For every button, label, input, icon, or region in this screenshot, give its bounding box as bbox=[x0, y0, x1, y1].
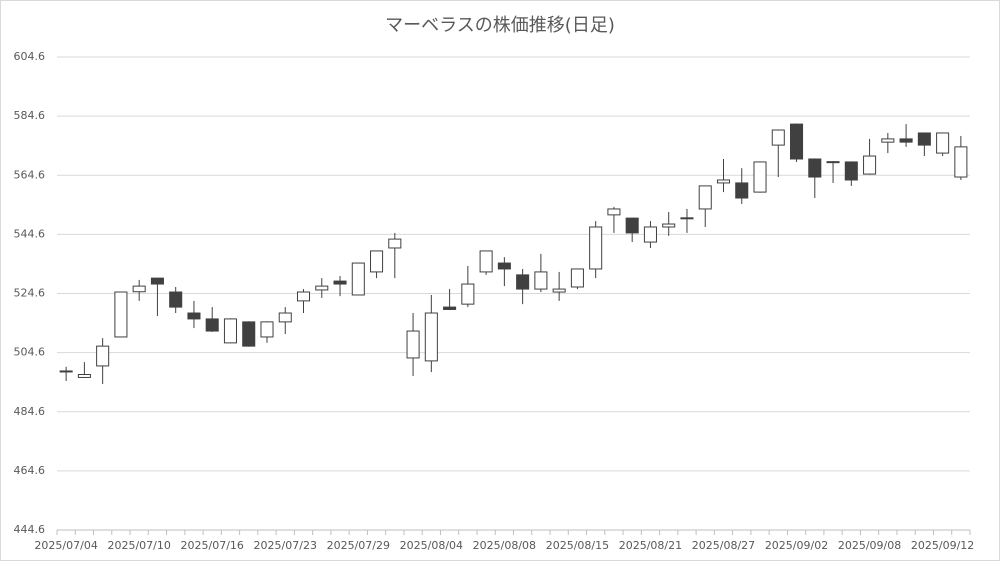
x-tick-label: 2025/08/15 bbox=[546, 539, 609, 552]
candle-body bbox=[461, 283, 475, 305]
candle-body bbox=[844, 161, 858, 181]
candle-body bbox=[150, 277, 164, 285]
candle-body bbox=[589, 226, 603, 270]
x-tick-label: 2025/08/04 bbox=[400, 539, 463, 552]
x-tick-label: 2025/07/23 bbox=[254, 539, 317, 552]
candle-body bbox=[77, 374, 91, 378]
x-tick-label: 2025/07/16 bbox=[181, 539, 244, 552]
y-tick-label: 604.6 bbox=[14, 50, 46, 63]
y-tick-label: 464.6 bbox=[14, 464, 46, 477]
x-tick-label: 2025/09/08 bbox=[838, 539, 901, 552]
candle-body bbox=[954, 146, 968, 178]
candle-body bbox=[607, 208, 621, 216]
candle-body bbox=[187, 312, 201, 320]
candle-body bbox=[424, 312, 438, 362]
candle-body bbox=[370, 250, 384, 273]
candle-body bbox=[625, 217, 639, 234]
x-tick-label: 2025/07/10 bbox=[107, 539, 170, 552]
candle-body bbox=[643, 226, 657, 243]
y-tick-label: 544.6 bbox=[14, 227, 46, 240]
y-tick-label: 444.6 bbox=[14, 523, 46, 536]
chart-title: マーベラスの株価推移(日足) bbox=[385, 15, 615, 36]
candle-body bbox=[351, 262, 365, 296]
x-tick-label: 2025/09/12 bbox=[911, 539, 974, 552]
candle-body bbox=[388, 238, 402, 249]
candle-body bbox=[132, 285, 146, 293]
candle-body bbox=[735, 182, 749, 199]
candle-body bbox=[315, 285, 329, 291]
candle-body bbox=[936, 132, 950, 154]
candle-body bbox=[443, 306, 457, 310]
candle-body bbox=[296, 291, 311, 302]
candle-body bbox=[899, 138, 913, 143]
candle-body bbox=[716, 179, 731, 184]
x-tick-label: 2025/09/02 bbox=[765, 539, 828, 552]
candle-body bbox=[59, 370, 73, 373]
candle-body bbox=[790, 123, 804, 160]
y-tick-label: 524.6 bbox=[14, 287, 46, 300]
y-tick-label: 484.6 bbox=[14, 405, 46, 418]
candle-body bbox=[698, 185, 712, 210]
candle-body bbox=[406, 330, 420, 359]
candle-body bbox=[223, 318, 237, 344]
candle-body bbox=[552, 288, 566, 293]
candle-body bbox=[497, 262, 511, 270]
candle-body bbox=[534, 271, 548, 290]
x-tick-label: 2025/07/29 bbox=[327, 539, 390, 552]
candle-body bbox=[881, 138, 895, 143]
candle-body bbox=[863, 155, 877, 175]
candle-body bbox=[771, 129, 785, 146]
candle-body bbox=[242, 321, 256, 347]
candle-body bbox=[516, 274, 530, 290]
y-tick-label: 584.6 bbox=[14, 109, 46, 122]
candle-body bbox=[479, 250, 493, 273]
candle-body bbox=[662, 223, 676, 228]
candle-body bbox=[680, 217, 694, 220]
candle-body bbox=[753, 161, 767, 193]
candle-body bbox=[278, 312, 292, 323]
candle-body bbox=[570, 268, 584, 288]
x-tick-label: 2025/08/21 bbox=[619, 539, 682, 552]
candle-body bbox=[205, 318, 219, 332]
candle-body bbox=[169, 291, 183, 308]
y-tick-label: 504.6 bbox=[14, 346, 46, 359]
x-tick-label: 2025/08/08 bbox=[473, 539, 536, 552]
candle-body bbox=[808, 158, 822, 178]
candle-body bbox=[917, 132, 931, 146]
candle-body bbox=[114, 291, 128, 338]
candle-body bbox=[96, 345, 110, 367]
x-tick-label: 2025/08/27 bbox=[692, 539, 755, 552]
candle-body bbox=[333, 280, 347, 285]
candle-body bbox=[260, 321, 274, 338]
x-tick-label: 2025/07/04 bbox=[34, 539, 97, 552]
y-tick-label: 564.6 bbox=[14, 168, 46, 181]
candle-body bbox=[826, 161, 840, 164]
